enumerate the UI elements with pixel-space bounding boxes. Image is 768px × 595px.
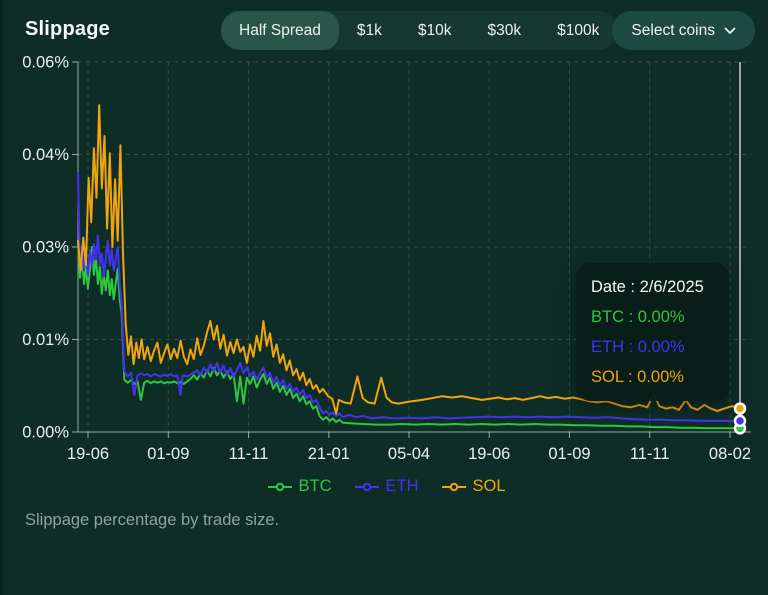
- chart-tooltip: Date : 2/6/2025 BTC : 0.00% ETH : 0.00% SOL…: [576, 263, 729, 401]
- x-tick-label: 11-11: [630, 445, 670, 463]
- x-tick-label: 08-02: [709, 445, 751, 463]
- legend-marker-icon: [442, 482, 467, 491]
- trade-size-tab-group: Half Spread $1k $10k $30k $100k: [221, 11, 618, 50]
- legend-label: BTC: [298, 477, 332, 495]
- x-tick-label: 05-04: [388, 445, 430, 463]
- legend-label: ETH: [385, 477, 419, 495]
- slippage-chart[interactable]: 0.06% 0.04% 0.03% 0.01% 0.00% 19-06 01-09 11-11…: [3, 0, 768, 470]
- x-tick-label: 21-01: [308, 445, 350, 463]
- hover-dot-sol: [733, 402, 747, 415]
- y-tick-label: 0.01%: [22, 331, 69, 349]
- tooltip-row-btc: BTC : 0.00%: [591, 308, 685, 326]
- y-tick-label: 0.00%: [22, 424, 69, 442]
- legend-item-sol[interactable]: SOL: [442, 477, 506, 496]
- tooltip-row-sol: SOL : 0.00%: [591, 368, 684, 386]
- select-coins-button[interactable]: Select coins: [612, 11, 755, 50]
- tab-half-spread[interactable]: Half Spread: [221, 11, 339, 50]
- chevron-down-icon: [724, 27, 736, 35]
- tooltip-row-eth: ETH : 0.00%: [591, 338, 685, 356]
- x-tick-label: 01-09: [548, 445, 590, 463]
- series-line-eth: [77, 172, 741, 422]
- x-tick-label: 01-09: [147, 445, 189, 463]
- x-tick-label: 19-06: [468, 445, 510, 463]
- x-tick-label: 11-11: [229, 445, 269, 463]
- series-line-btc: [77, 239, 741, 430]
- select-coins-label: Select coins: [631, 21, 715, 39]
- legend-label: SOL: [472, 477, 506, 495]
- legend-marker-icon: [355, 482, 380, 491]
- tab-100k[interactable]: $100k: [557, 21, 600, 39]
- legend-item-eth[interactable]: ETH: [355, 477, 418, 496]
- tab-30k[interactable]: $30k: [487, 21, 522, 39]
- series-line-sol: [77, 104, 741, 415]
- tab-10k[interactable]: $10k: [417, 21, 452, 39]
- tab-1k[interactable]: $1k: [356, 21, 382, 39]
- y-tick-label: 0.06%: [22, 54, 69, 72]
- page-title: Slippage: [25, 18, 110, 40]
- y-tick-label: 0.03%: [22, 239, 69, 257]
- chart-legend: BTC ETH SOL: [3, 477, 768, 496]
- hover-dot-eth: [733, 414, 747, 428]
- x-tick-label: 19-06: [67, 445, 109, 463]
- tooltip-row-date: Date : 2/6/2025: [591, 278, 704, 296]
- legend-marker-icon: [268, 482, 293, 491]
- chart-caption: Slippage percentage by trade size.: [25, 511, 280, 529]
- y-tick-label: 0.04%: [22, 146, 69, 164]
- legend-item-btc[interactable]: BTC: [268, 477, 331, 496]
